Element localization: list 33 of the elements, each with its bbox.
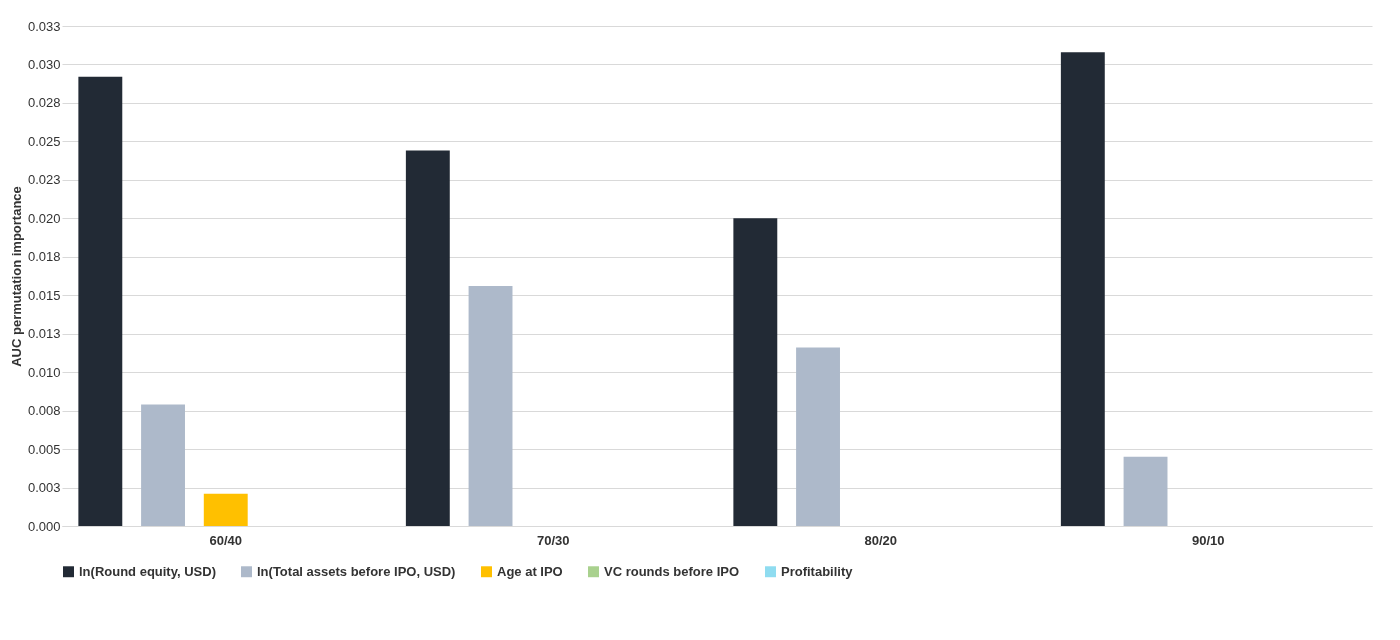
y-tick-label: 0.025 <box>27 133 61 149</box>
y-tick-label: 0.020 <box>27 210 61 226</box>
x-tick-label: 70/30 <box>536 532 570 548</box>
bar <box>1060 52 1105 526</box>
y-axis-title: AUC permutation importance <box>8 186 24 367</box>
x-tick-label: 60/40 <box>209 532 243 548</box>
bar <box>468 286 513 526</box>
y-tick-label: 0.018 <box>27 249 61 265</box>
bar <box>405 150 450 526</box>
y-tick-label: 0.028 <box>27 95 61 111</box>
y-tick-label: 0.023 <box>27 172 61 188</box>
bar <box>733 218 778 526</box>
bar <box>141 404 185 526</box>
legend-label: Age at IPO <box>497 563 563 579</box>
bar <box>203 493 248 526</box>
x-tick-label: 90/10 <box>1191 532 1225 548</box>
y-tick-label: 0.033 <box>27 18 61 34</box>
bar <box>1123 456 1168 526</box>
y-tick-label: 0.015 <box>27 287 61 303</box>
legend-label: Profitability <box>781 563 854 579</box>
y-tick-label: 0.008 <box>27 403 61 419</box>
legend-label: ln(Total assets before IPO, USD) <box>257 563 456 579</box>
y-tick-label: 0.005 <box>27 441 61 457</box>
bar <box>78 76 123 526</box>
legend-label: VC rounds before IPO <box>604 563 740 579</box>
bar <box>796 347 840 526</box>
x-tick-label: 80/20 <box>864 532 898 548</box>
y-tick-label: 0.013 <box>27 326 61 342</box>
y-tick-label: 0.010 <box>27 364 61 380</box>
legend-label: ln(Round equity, USD) <box>79 563 216 579</box>
y-tick-label: 0.030 <box>27 56 61 72</box>
y-tick-label: 0.000 <box>27 518 61 534</box>
y-tick-label: 0.003 <box>27 480 61 496</box>
